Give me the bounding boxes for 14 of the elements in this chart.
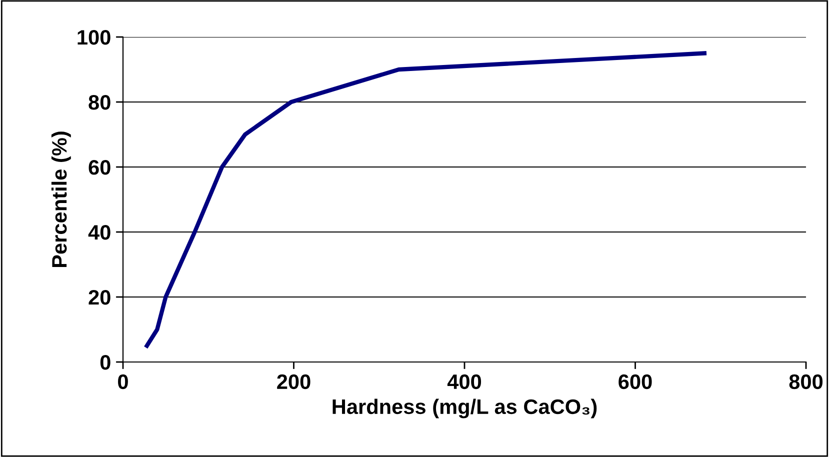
y-tick-label: 100 (78, 30, 110, 45)
y-tick-label: 20 (88, 290, 110, 305)
line-series (144, 51, 706, 348)
y-tick-label: 80 (88, 95, 110, 110)
x-tick-label: 400 (447, 374, 482, 390)
y-tick-label: 60 (88, 160, 110, 175)
y-tick-label: 40 (88, 225, 110, 240)
x-axis-title: Hardness (mg/L as CaCO₃) (332, 398, 597, 418)
x-tick-label: 200 (277, 374, 310, 390)
y-tick-label: 0 (100, 355, 110, 370)
x-tick-label: 600 (618, 374, 652, 390)
x-tick-label: 0 (118, 374, 128, 390)
y-axis-title: Percentile (%) (51, 132, 71, 267)
x-tick-label: 800 (789, 374, 823, 390)
